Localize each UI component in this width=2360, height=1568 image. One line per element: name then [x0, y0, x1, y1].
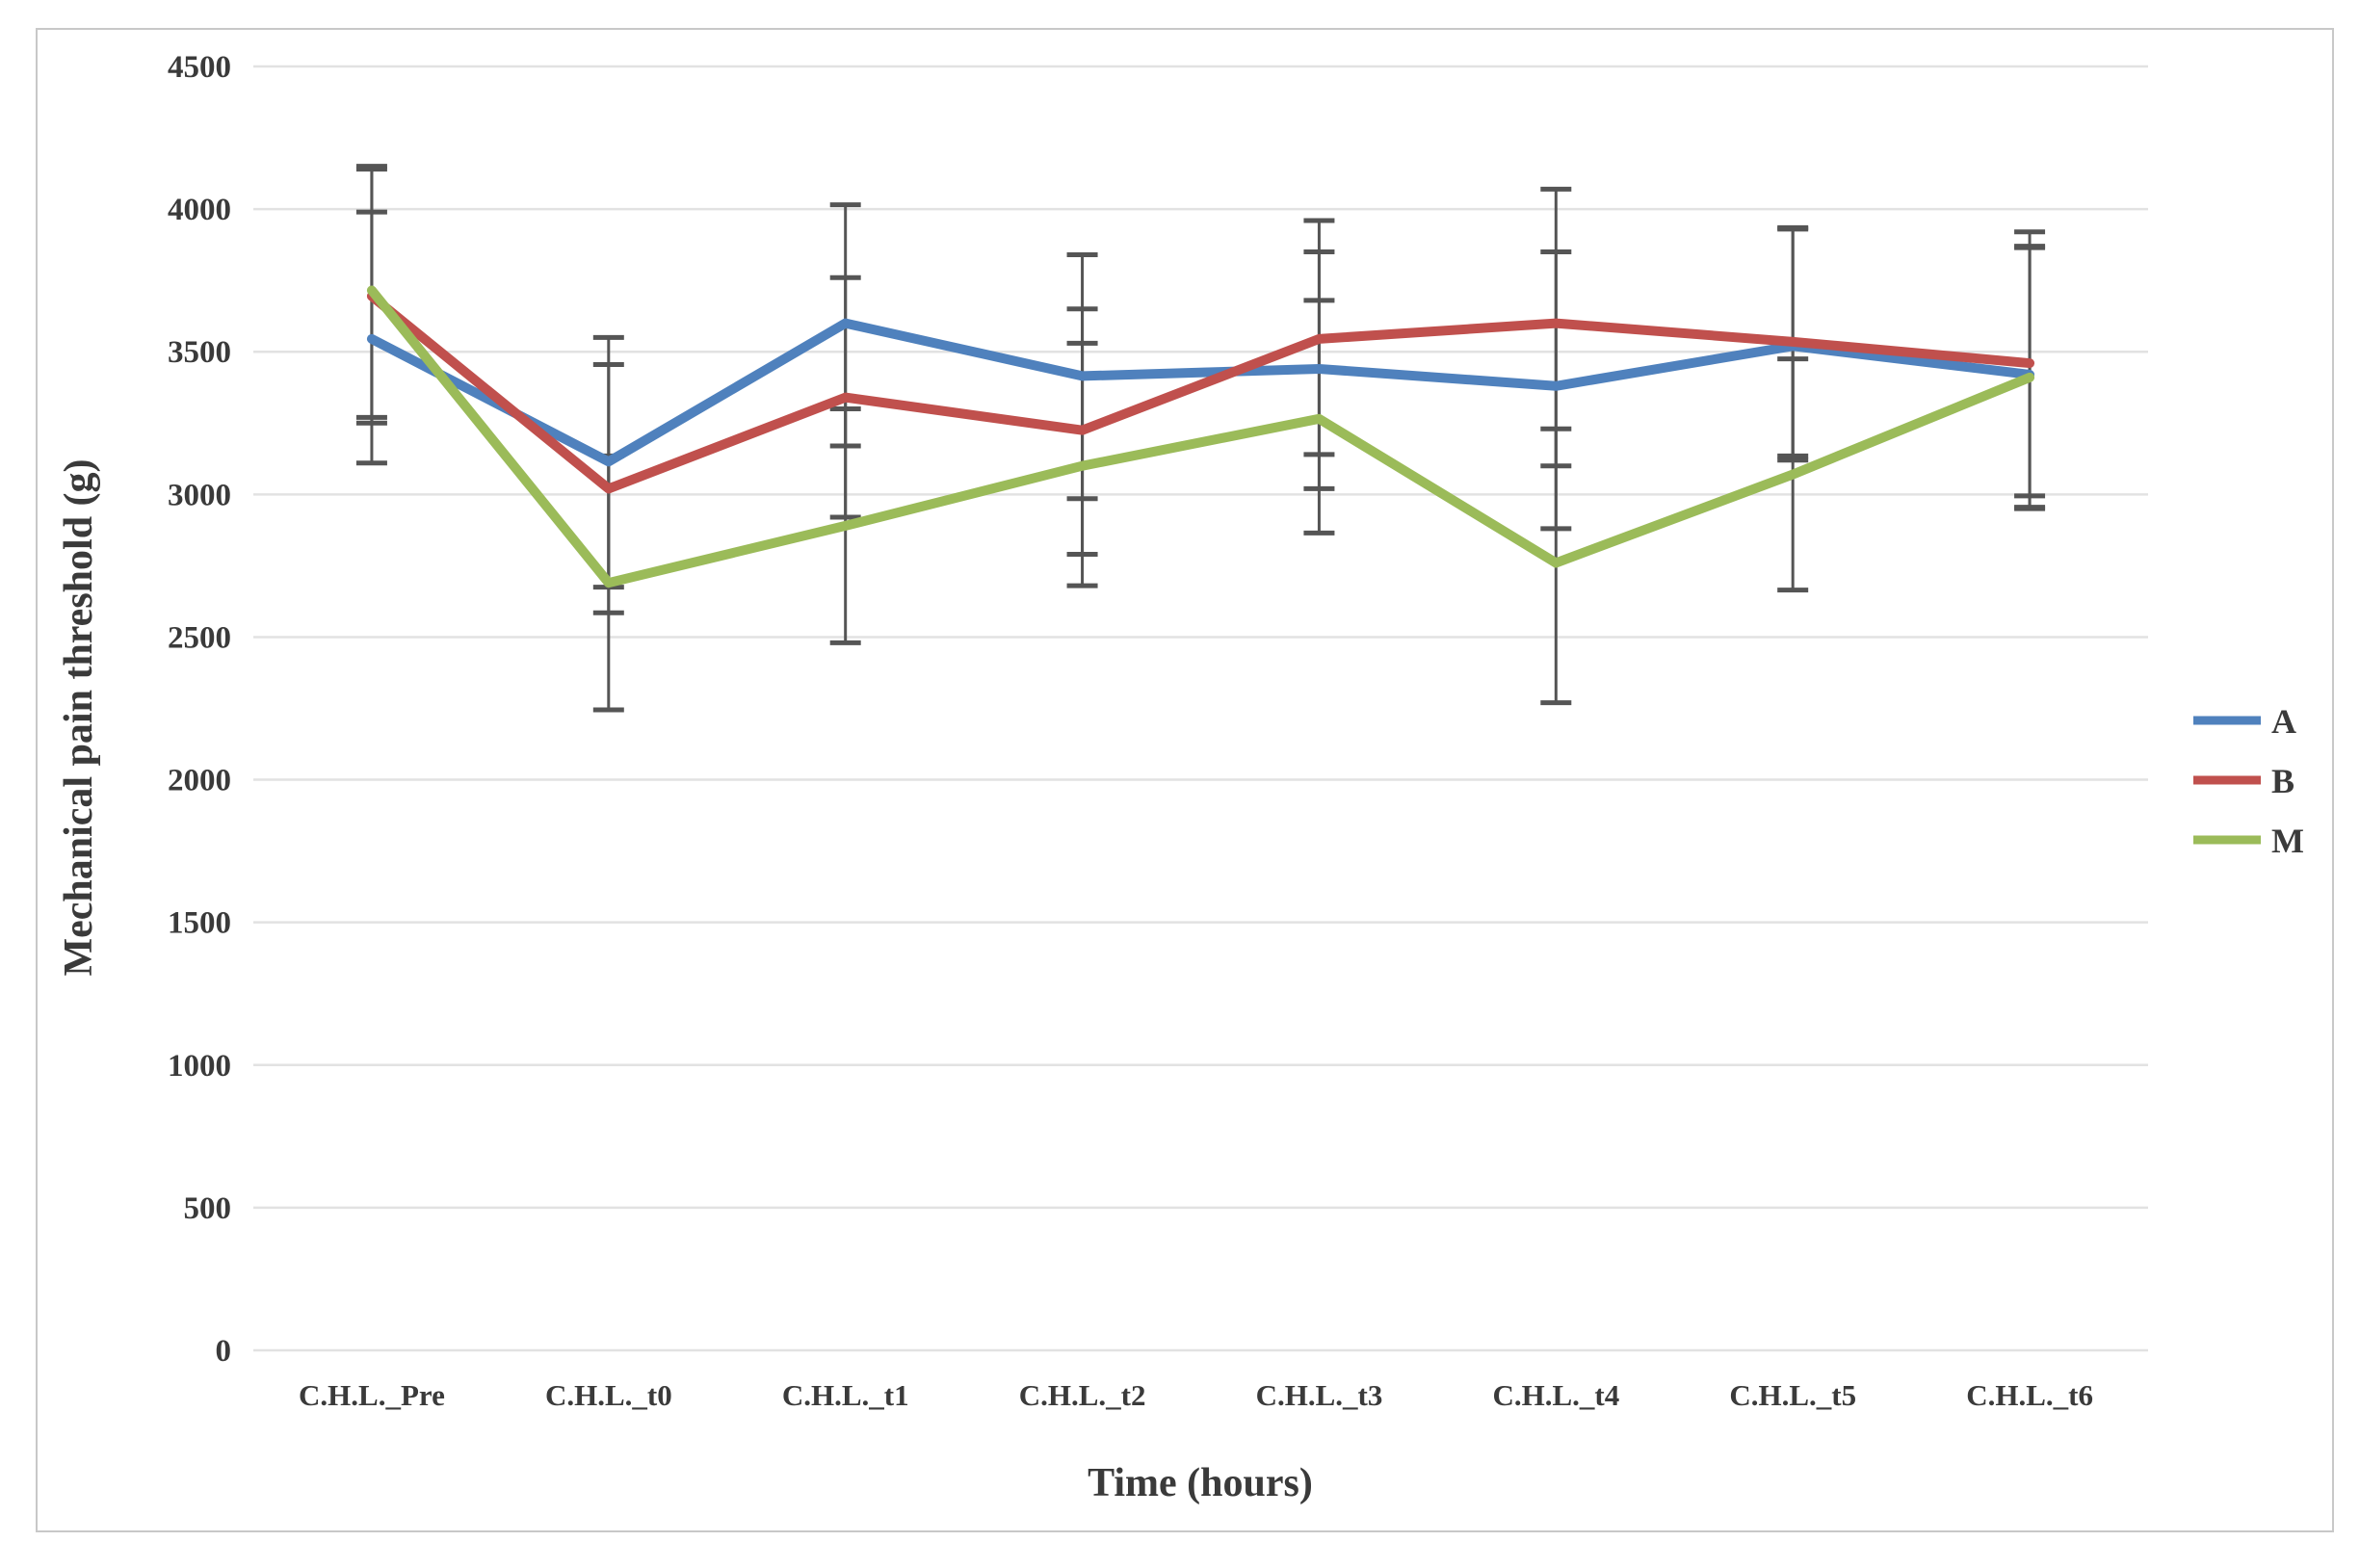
series-lines-layer: [366, 285, 2035, 588]
x-tick-label: C.H.L._t4: [1492, 1378, 1619, 1412]
y-tick-label: 500: [184, 1191, 232, 1226]
y-tick-label: 3500: [168, 335, 231, 370]
y-tick-label: 1500: [168, 906, 231, 941]
x-tick-label: C.H.L._t5: [1729, 1378, 1856, 1412]
legend-item-A: A: [2193, 702, 2296, 741]
legend-label-B: B: [2271, 762, 2294, 800]
legend-label-M: M: [2271, 822, 2304, 860]
y-axis-title: Mechanical pain threshold (g): [57, 458, 101, 976]
x-axis-title: Time (hours): [1088, 1461, 1313, 1505]
x-tick-label: C.H.L._t6: [1966, 1378, 2093, 1412]
series-line-B: [366, 291, 2035, 494]
legend-item-M: M: [2193, 822, 2304, 860]
y-tick-label: 1000: [168, 1049, 231, 1084]
legend-item-B: B: [2193, 762, 2294, 800]
legend: ABM: [2193, 702, 2304, 860]
y-tick-label: 3000: [168, 478, 231, 512]
x-tick-label: C.H.L._t0: [545, 1378, 672, 1412]
y-tick-label: 2000: [168, 764, 231, 798]
series-line-M: [366, 285, 2035, 588]
series-line-A: [366, 318, 2035, 467]
y-tick-label: 2500: [168, 620, 231, 655]
x-tick-label: C.H.L._Pre: [299, 1378, 445, 1412]
gridlines-layer: [253, 65, 2148, 1352]
y-tick-label: 4500: [168, 50, 231, 85]
y-tick-label: 0: [216, 1334, 232, 1369]
y-tick-label: 4000: [168, 193, 231, 227]
x-tick-label: C.H.L._t2: [1019, 1378, 1146, 1412]
x-tick-label: C.H.L._t3: [1256, 1378, 1383, 1412]
x-tick-label: C.H.L._t1: [782, 1378, 909, 1412]
axis-ticks-layer: 0 500 1000 1500 2000 2500 3000 3500 4000 4500 C.H.…: [168, 50, 2093, 1412]
legend-label-A: A: [2271, 702, 2296, 741]
